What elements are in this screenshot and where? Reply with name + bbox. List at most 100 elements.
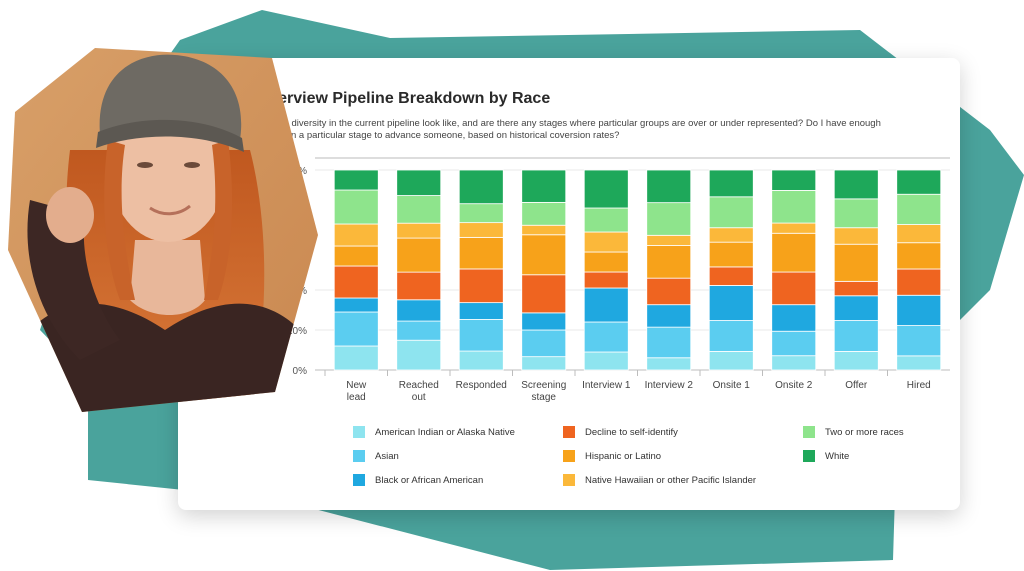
bar-segment[interactable] xyxy=(771,304,817,332)
legend-item[interactable]: American Indian or Alaska Native xyxy=(353,426,515,438)
bar-segment[interactable] xyxy=(521,312,567,331)
bar-segment[interactable] xyxy=(708,196,754,229)
x-tick-label: Offer xyxy=(845,380,868,391)
bar-segment[interactable] xyxy=(646,169,692,204)
legend-swatch xyxy=(353,450,365,462)
legend-item[interactable]: Hispanic or Latino xyxy=(563,450,661,462)
bar-segment[interactable] xyxy=(333,169,379,191)
bar-segment[interactable] xyxy=(521,329,567,358)
legend-item[interactable]: Black or African American xyxy=(353,474,483,486)
x-tick-label: Reached xyxy=(399,380,439,391)
bar-segment[interactable] xyxy=(833,198,879,229)
bar-segment[interactable] xyxy=(333,311,379,347)
bar-segment[interactable] xyxy=(896,268,942,296)
bar-segment[interactable] xyxy=(396,169,442,196)
bar-segment[interactable] xyxy=(708,351,754,371)
bar-segment[interactable] xyxy=(521,356,567,371)
bar-segment[interactable] xyxy=(583,351,629,371)
bar-segment[interactable] xyxy=(583,321,629,353)
legend-item[interactable]: Asian xyxy=(353,450,399,462)
legend-item[interactable]: Native Hawaiian or other Pacific Islande… xyxy=(563,474,756,486)
bar-segment[interactable] xyxy=(396,222,442,239)
bar-segment[interactable] xyxy=(646,304,692,328)
bar-segment[interactable] xyxy=(833,243,879,282)
bar-segment[interactable] xyxy=(771,232,817,273)
bar-segment[interactable] xyxy=(396,299,442,322)
bar-segment[interactable] xyxy=(896,325,942,357)
bar-segment[interactable] xyxy=(708,241,754,268)
bar-segment[interactable] xyxy=(333,245,379,267)
legend-label: Hispanic or Latino xyxy=(585,450,662,462)
bar-segment[interactable] xyxy=(333,297,379,313)
bar-segment[interactable] xyxy=(833,351,879,371)
bar-segment[interactable] xyxy=(708,320,754,352)
bar-segment[interactable] xyxy=(646,234,692,246)
bar-segment[interactable] xyxy=(771,190,817,224)
bar-segment[interactable] xyxy=(583,287,629,323)
bar-segment[interactable] xyxy=(396,195,442,224)
bar-segment[interactable] xyxy=(396,271,442,301)
bar-segment[interactable] xyxy=(833,227,879,245)
legend-label: Decline to self-identify xyxy=(585,426,678,438)
bar-segment[interactable] xyxy=(708,169,754,198)
legend-item[interactable]: Decline to self-identify xyxy=(563,426,678,438)
bar-segment[interactable] xyxy=(521,234,567,276)
legend-item[interactable]: Two or more races xyxy=(803,426,904,438)
bar-segment[interactable] xyxy=(396,339,442,371)
bar-segment[interactable] xyxy=(833,295,879,321)
y-tick-label: 20% xyxy=(287,326,307,337)
bar-segment[interactable] xyxy=(583,251,629,273)
bar-segment[interactable] xyxy=(583,271,629,289)
bar-segment[interactable] xyxy=(458,236,504,270)
bar-segment[interactable] xyxy=(333,345,379,371)
bar-segment[interactable] xyxy=(896,294,942,326)
bar-segment[interactable] xyxy=(646,357,692,371)
bar-segment[interactable] xyxy=(833,280,879,297)
x-tick-label: Screening xyxy=(521,380,566,391)
bar-segment[interactable] xyxy=(458,169,504,205)
bar-segment[interactable] xyxy=(833,320,879,352)
bar-segment[interactable] xyxy=(333,265,379,299)
bar-segment[interactable] xyxy=(646,277,692,306)
bar-segment[interactable] xyxy=(771,169,817,191)
bar-segment[interactable] xyxy=(396,237,442,273)
bar-segment[interactable] xyxy=(458,350,504,371)
bar-segment[interactable] xyxy=(896,224,942,244)
chart-title: nterview Pipeline Breakdown by Race xyxy=(263,90,551,107)
bar-segment[interactable] xyxy=(708,285,754,321)
bar-segment[interactable] xyxy=(521,169,567,203)
bar-segment[interactable] xyxy=(458,302,504,320)
bar-segment[interactable] xyxy=(896,193,942,225)
bar-segment[interactable] xyxy=(458,203,504,224)
bar-segment[interactable] xyxy=(583,169,629,209)
bar-segment[interactable] xyxy=(896,169,942,195)
legend-item[interactable]: White xyxy=(803,450,849,462)
bar-segment[interactable] xyxy=(583,207,629,233)
legend-swatch xyxy=(353,474,365,486)
bar-segment[interactable] xyxy=(708,227,754,243)
bar-segment[interactable] xyxy=(771,271,817,306)
bar-segment[interactable] xyxy=(583,231,629,253)
bar-segment[interactable] xyxy=(521,224,567,236)
bar-segment[interactable] xyxy=(333,189,379,225)
bar-segment[interactable] xyxy=(396,320,442,341)
bar-segment[interactable] xyxy=(708,266,754,286)
bar-segment[interactable] xyxy=(771,355,817,371)
bar-segment[interactable] xyxy=(646,202,692,236)
chart-card: nterview Pipeline Breakdown by Race t do… xyxy=(178,58,960,510)
bar-segment[interactable] xyxy=(833,169,879,200)
bar-segment[interactable] xyxy=(896,355,942,371)
bar-segment[interactable] xyxy=(521,201,567,226)
bar-segment[interactable] xyxy=(458,319,504,352)
legend-label: Native Hawaiian or other Pacific Islande… xyxy=(585,474,757,486)
bar-segment[interactable] xyxy=(458,268,504,304)
bar-segment[interactable] xyxy=(333,223,379,247)
bar-segment[interactable] xyxy=(771,330,817,357)
bar-segment[interactable] xyxy=(646,326,692,359)
legend-label: White xyxy=(825,450,850,462)
bar-segment[interactable] xyxy=(458,222,504,238)
bar-segment[interactable] xyxy=(646,245,692,279)
bar-segment[interactable] xyxy=(521,274,567,314)
bar-segment[interactable] xyxy=(771,222,817,234)
bar-segment[interactable] xyxy=(896,242,942,270)
